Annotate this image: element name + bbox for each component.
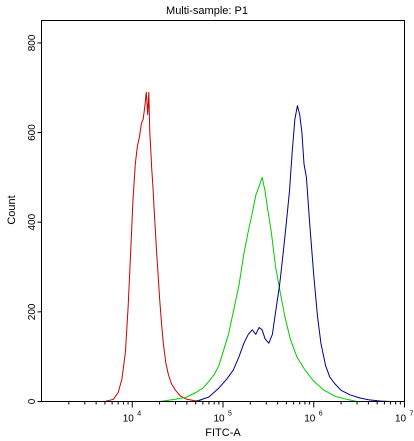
y-tick-label: 0 [27, 398, 38, 404]
x-axis-ticks: 10 4 10 5 10 6 10 7 [68, 401, 414, 425]
x-tick-label: 10 [304, 414, 316, 425]
blue-histogram-series [195, 105, 391, 402]
chart-title: Multi-sample: P1 [166, 5, 248, 17]
y-tick-label: 800 [27, 34, 38, 51]
y-axis-label: Count [6, 195, 18, 224]
histogram-series [104, 91, 391, 402]
y-tick-label: 400 [27, 213, 38, 230]
y-axis-ticks: 0 200 400 600 800 [27, 34, 42, 404]
x-tick-label: 10 [123, 414, 135, 425]
x-tick-exponent: 5 [228, 411, 232, 418]
x-tick-exponent: 6 [319, 411, 323, 418]
x-tick-exponent: 7 [410, 411, 414, 418]
green-histogram-series [159, 176, 358, 402]
x-tick-label: 10 [213, 414, 225, 425]
red-histogram-series [104, 91, 203, 402]
y-tick-label: 200 [27, 303, 38, 320]
y-tick-label: 600 [27, 124, 38, 141]
x-tick-label: 10 [395, 414, 407, 425]
x-tick-exponent: 4 [137, 411, 141, 418]
plot-area-frame [41, 20, 405, 402]
x-axis-label: FITC-A [205, 427, 241, 439]
